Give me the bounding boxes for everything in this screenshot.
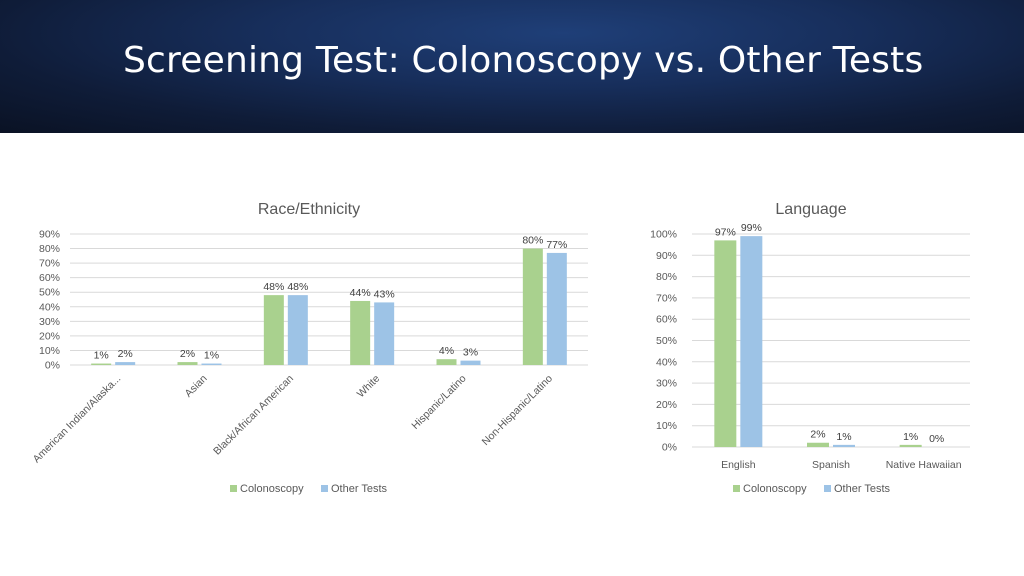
y-tick-label: 10% [656,420,677,432]
legend-label-other-tests: Other Tests [834,483,891,495]
x-category-label: English [721,459,756,471]
bar-colonoscopy-american-indian-alaska [91,363,112,365]
data-label-other-tests: 2% [118,348,133,360]
legend-label-colonoscopy: Colonoscopy [240,483,304,495]
y-tick-label: 90% [656,250,677,262]
data-label-other-tests: 99% [741,222,762,234]
legend-label-colonoscopy: Colonoscopy [743,483,807,495]
data-label-colonoscopy: 2% [810,429,825,441]
x-category-label: Native Hawaiian [886,459,962,471]
bar-other-tests-white [374,302,395,365]
y-tick-label: 90% [39,229,60,241]
title-banner: Screening Test: Colonoscopy vs. Other Te… [0,0,1024,133]
chart-title: Race/Ethnicity [258,201,360,218]
y-tick-label: 30% [39,316,60,328]
data-label-colonoscopy: 97% [715,226,736,238]
bar-colonoscopy-white [350,300,371,365]
bar-colonoscopy-english [714,240,737,447]
chart-title: Language [775,201,846,218]
y-tick-label: 0% [45,360,60,372]
bar-other-tests-non-hispanic-latino [546,252,567,365]
legend-swatch-colonoscopy [733,485,740,492]
y-tick-label: 70% [656,292,677,304]
legend-swatch-colonoscopy [230,485,237,492]
bar-colonoscopy-native-hawaiian [899,444,922,447]
data-label-colonoscopy: 4% [439,345,454,357]
y-tick-label: 100% [650,229,677,241]
data-label-colonoscopy: 1% [94,350,109,362]
bar-other-tests-english [740,236,763,447]
y-tick-label: 10% [39,345,60,357]
bar-other-tests-black-african-american [287,295,308,365]
legend-swatch-other-tests [824,485,831,492]
data-label-colonoscopy: 48% [263,281,284,293]
bar-other-tests-spanish [833,444,855,447]
bar-colonoscopy-non-hispanic-latino [522,248,543,365]
y-tick-label: 60% [656,314,677,326]
data-label-colonoscopy: 2% [180,348,195,360]
y-tick-label: 60% [39,272,60,284]
data-label-other-tests: 77% [546,239,567,251]
data-label-other-tests: 48% [287,281,308,293]
data-label-colonoscopy: 80% [522,235,543,247]
data-label-colonoscopy: 1% [903,431,918,443]
slide-title: Screening Test: Colonoscopy vs. Other Te… [123,40,924,81]
bar-colonoscopy-asian [177,362,198,365]
data-label-other-tests: 1% [836,431,851,443]
data-label-other-tests: 1% [204,350,219,362]
y-tick-label: 50% [39,287,60,299]
bar-colonoscopy-black-african-american [263,295,284,365]
y-tick-label: 80% [39,243,60,255]
legend-swatch-other-tests [321,485,328,492]
y-tick-label: 20% [39,330,60,342]
y-tick-label: 40% [656,356,677,368]
bar-other-tests-hispanic-latino [460,360,481,365]
bar-colonoscopy-spanish [807,442,829,447]
data-label-other-tests: 0% [929,433,944,445]
y-tick-label: 30% [656,378,677,390]
bar-other-tests-american-indian-alaska [115,362,136,365]
y-tick-label: 80% [656,271,677,283]
x-category-label: Spanish [812,459,850,471]
y-tick-label: 50% [656,335,677,347]
bar-colonoscopy-hispanic-latino [436,359,457,365]
legend-label-other-tests: Other Tests [331,483,388,495]
y-tick-label: 70% [39,258,60,270]
y-tick-label: 0% [662,442,677,454]
y-tick-label: 40% [39,301,60,313]
y-tick-label: 20% [656,399,677,411]
bar-other-tests-asian [201,363,222,365]
data-label-other-tests: 43% [374,288,395,300]
data-label-other-tests: 3% [463,347,478,359]
data-label-colonoscopy: 44% [350,287,371,299]
